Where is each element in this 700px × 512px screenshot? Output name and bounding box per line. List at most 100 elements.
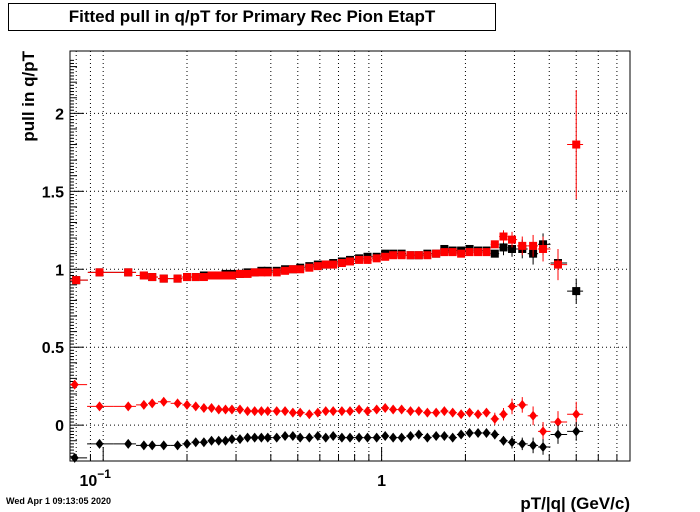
data-point xyxy=(553,260,562,269)
data-point xyxy=(243,432,252,443)
data-point xyxy=(381,431,390,442)
data-point xyxy=(346,432,355,443)
data-point xyxy=(235,269,244,278)
data-point xyxy=(482,407,491,418)
data-point xyxy=(173,398,182,409)
data-point xyxy=(465,427,474,438)
data-point xyxy=(321,260,330,269)
y-axis-title: pull in q/pT xyxy=(19,50,38,141)
data-point xyxy=(363,432,372,443)
data-point xyxy=(250,268,259,277)
data-point xyxy=(173,274,182,283)
data-point xyxy=(337,432,346,443)
data-point xyxy=(448,432,457,443)
data-point xyxy=(499,409,508,420)
y-tick-label: 1 xyxy=(55,262,64,279)
data-point xyxy=(250,432,259,443)
data-point xyxy=(508,437,517,448)
data-point xyxy=(381,402,390,413)
data-point xyxy=(199,402,208,413)
data-point xyxy=(305,432,314,443)
data-point xyxy=(139,271,148,280)
data-point xyxy=(508,244,517,253)
data-point xyxy=(313,262,322,271)
data-point xyxy=(243,269,252,278)
data-point xyxy=(207,435,216,446)
data-point xyxy=(183,438,192,449)
data-point xyxy=(397,432,406,443)
data-point xyxy=(207,271,216,280)
data-point xyxy=(296,432,305,443)
data-point xyxy=(372,404,381,415)
data-point xyxy=(183,399,192,410)
data-point xyxy=(183,273,192,282)
data-point xyxy=(440,406,449,417)
data-point xyxy=(243,406,252,417)
data-point xyxy=(529,410,538,421)
data-point xyxy=(173,440,182,451)
data-point xyxy=(508,401,517,412)
data-point xyxy=(457,409,466,420)
data-point xyxy=(389,251,398,260)
x-tick-label: 10−1 xyxy=(79,467,111,490)
data-point xyxy=(214,271,223,280)
data-point xyxy=(70,452,79,463)
data-point xyxy=(337,259,346,268)
data-point xyxy=(482,427,491,438)
data-point xyxy=(227,404,236,415)
data-point xyxy=(70,379,79,390)
data-point xyxy=(539,441,548,452)
data-point xyxy=(263,406,272,417)
data-point xyxy=(381,252,390,261)
chart-title: Fitted pull in q/pT for Primary Rec Pion… xyxy=(8,3,496,31)
data-point xyxy=(474,409,483,420)
data-point xyxy=(397,404,406,415)
data-point xyxy=(95,401,104,412)
data-point xyxy=(355,404,364,415)
data-point xyxy=(191,401,200,412)
data-point xyxy=(250,406,259,417)
data-point xyxy=(490,240,499,249)
y-tick-label: 1.5 xyxy=(42,184,64,201)
data-point xyxy=(272,432,281,443)
data-point xyxy=(572,140,581,149)
data-point xyxy=(321,406,330,417)
data-point xyxy=(263,268,272,277)
data-point xyxy=(346,257,355,266)
data-point xyxy=(406,431,415,442)
data-point xyxy=(305,409,314,420)
data-point xyxy=(414,429,423,440)
data-point xyxy=(529,241,538,250)
data-point xyxy=(518,241,527,250)
data-point xyxy=(355,255,364,264)
data-point xyxy=(199,273,208,282)
data-point xyxy=(432,431,441,442)
data-point xyxy=(281,406,290,417)
data-point xyxy=(95,438,104,449)
data-point xyxy=(227,434,236,445)
data-point xyxy=(346,406,355,417)
data-point xyxy=(124,268,133,277)
data-point xyxy=(296,407,305,418)
data-point xyxy=(159,274,168,283)
data-point xyxy=(272,406,281,417)
data-point xyxy=(389,404,398,415)
data-point xyxy=(518,399,527,410)
x-tick-label: 1 xyxy=(377,473,386,490)
data-point xyxy=(159,396,168,407)
data-point xyxy=(191,273,200,282)
data-point xyxy=(214,404,223,415)
data-point xyxy=(363,406,372,417)
data-point xyxy=(440,431,449,442)
data-point xyxy=(572,426,581,437)
data-point xyxy=(221,404,230,415)
data-point xyxy=(124,438,133,449)
data-point xyxy=(263,432,272,443)
data-point xyxy=(432,407,441,418)
data-point xyxy=(490,249,499,258)
data-point xyxy=(257,432,266,443)
data-point xyxy=(272,268,281,277)
data-point xyxy=(539,244,548,253)
plot-frame xyxy=(69,50,631,462)
